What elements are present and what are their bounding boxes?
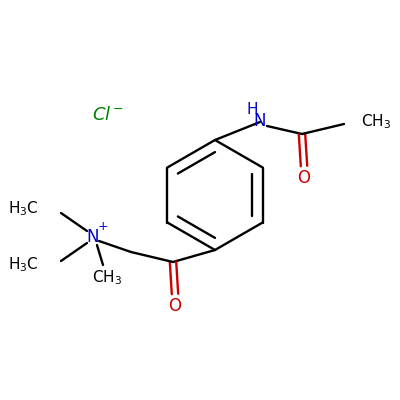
Text: CH$_3$: CH$_3$ (361, 113, 391, 131)
Text: Cl$^-$: Cl$^-$ (92, 106, 124, 124)
Text: O: O (298, 169, 310, 187)
Text: O: O (168, 297, 182, 315)
Text: N: N (254, 112, 266, 130)
Text: H: H (246, 102, 258, 116)
Text: +: + (98, 220, 108, 234)
Text: N: N (87, 228, 99, 246)
Text: CH$_3$: CH$_3$ (92, 269, 122, 287)
Text: H$_3$C: H$_3$C (8, 200, 39, 218)
Text: H$_3$C: H$_3$C (8, 256, 39, 274)
